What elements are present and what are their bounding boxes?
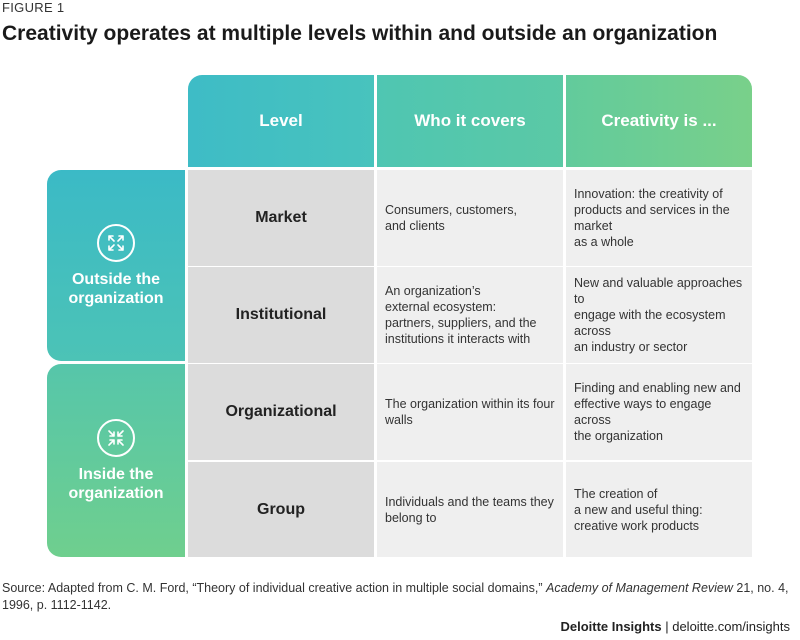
creativity-group-text: The creation of a new and useful thing: … [574,486,703,533]
who-institutional: An organization’s external ecosystem: pa… [377,267,563,363]
who-market: Consumers, customers, and clients [377,170,563,266]
header-level: Level [188,75,374,167]
who-institutional-text: An organization’s external ecosystem: pa… [385,284,537,346]
creativity-institutional: New and valuable approaches to engage wi… [566,267,752,363]
group-outside-organization: Outside the organization [47,170,185,361]
group-outside-label: Outside the organization [68,270,164,307]
collapse-arrows-icon [97,418,135,457]
group-inside-organization: Inside the organization [47,364,185,557]
source-note: Source: Adapted from C. M. Ford, “Theory… [2,580,792,614]
level-group: Group [188,462,374,557]
level-institutional: Institutional [188,267,374,363]
who-group-text: Individuals and the teams they belong to [385,494,554,525]
figure-title: Creativity operates at multiple levels w… [2,22,718,45]
creativity-organizational: Finding and enabling new and effective w… [566,364,752,460]
source-journal: Academy of Management Review [546,581,733,595]
footer-separator: | [661,619,673,634]
level-market: Market [188,170,374,266]
figure-label: FIGURE 1 [2,0,65,15]
who-market-text: Consumers, customers, and clients [385,203,517,233]
creativity-market: Innovation: the creativity of products a… [566,170,752,266]
header-who-it-covers: Who it covers [377,75,563,167]
source-suffix: 21, no. 4, 1996, p. 1112-1142. [2,581,789,612]
expand-arrows-icon [97,223,135,262]
who-organizational-text: The organization within its four walls [385,397,555,427]
source-prefix: Source: Adapted from C. M. Ford, “Theory… [2,581,546,595]
footer-brand: Deloitte Insights [560,619,662,634]
creativity-market-text: Innovation: the creativity of products a… [574,187,730,249]
creativity-organizational-text: Finding and enabling new and effective w… [574,381,741,443]
header-creativity-is: Creativity is ... [566,75,752,167]
group-inside-label: Inside the organization [68,465,164,502]
who-organizational: The organization within its four walls [377,364,563,460]
creativity-institutional-text: New and valuable approaches to engage wi… [574,276,743,354]
creativity-group: The creation of a new and useful thing: … [566,462,752,557]
who-group: Individuals and the teams they belong to [377,462,563,557]
footer-credit: Deloitte Insights | deloitte.com/insight… [560,619,790,634]
level-organizational: Organizational [188,364,374,460]
footer-url[interactable]: deloitte.com/insights [672,619,790,634]
